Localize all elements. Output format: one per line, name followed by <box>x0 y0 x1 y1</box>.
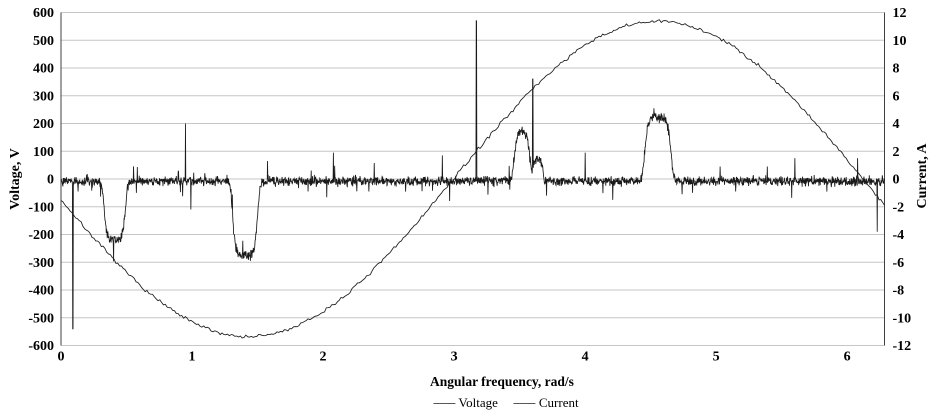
legend-item-voltage: Voltage <box>433 395 498 411</box>
x-tick-label: 5 <box>713 350 720 365</box>
voltage-line-swatch <box>433 402 456 404</box>
y-left-tick-label: 400 <box>33 62 54 77</box>
y-left-tick-label: 0 <box>47 173 54 188</box>
legend-item-current: Current <box>513 395 579 411</box>
left-axis-title: Voltage, V <box>8 148 23 210</box>
y-right-tick-label: 6 <box>893 89 900 104</box>
y-left-tick-label: 600 <box>33 6 54 21</box>
x-tick-label: 6 <box>844 350 851 365</box>
current-line-swatch <box>513 402 536 404</box>
y-left-tick-label: -600 <box>28 339 54 354</box>
y-left-tick-label: 200 <box>33 117 54 132</box>
legend-label-current: Current <box>538 395 579 410</box>
y-right-tick-label: -8 <box>893 284 905 299</box>
y-left-tick-label: 500 <box>33 34 54 49</box>
x-tick-label: 2 <box>320 350 327 365</box>
y-left-tick-label: -500 <box>28 311 54 326</box>
y-right-tick-label: -2 <box>893 200 905 215</box>
y-right-tick-label: -4 <box>893 228 905 243</box>
y-right-tick-label: -10 <box>893 311 912 326</box>
voltage-series-line <box>60 19 885 339</box>
y-left-tick-label: -400 <box>28 284 54 299</box>
legend: Voltage Current <box>433 395 579 411</box>
current-series-line <box>60 20 885 330</box>
y-left-tick-label: -100 <box>28 200 54 215</box>
right-axis-title: Current, A <box>915 143 930 209</box>
y-right-tick-label: -12 <box>893 339 912 354</box>
y-right-tick-label: 8 <box>893 62 900 77</box>
legend-label-voltage: Voltage <box>458 395 498 410</box>
x-tick-label: 4 <box>582 350 589 365</box>
x-axis-title: Angular frequency, rad/s <box>430 374 574 389</box>
y-right-tick-label: 4 <box>893 117 900 132</box>
y-right-tick-label: -6 <box>893 256 905 271</box>
x-tick-label: 0 <box>58 350 65 365</box>
x-tick-label: 1 <box>189 350 196 365</box>
y-left-tick-label: 100 <box>33 145 54 160</box>
y-right-tick-label: 10 <box>893 34 907 49</box>
y-left-tick-label: 300 <box>33 89 54 104</box>
y-right-tick-label: 12 <box>893 6 907 21</box>
y-right-tick-label: 0 <box>893 173 900 188</box>
y-left-tick-label: -200 <box>28 228 54 243</box>
y-right-tick-label: 2 <box>893 145 900 160</box>
x-tick-label: 3 <box>451 350 458 365</box>
y-left-tick-label: -300 <box>28 256 54 271</box>
